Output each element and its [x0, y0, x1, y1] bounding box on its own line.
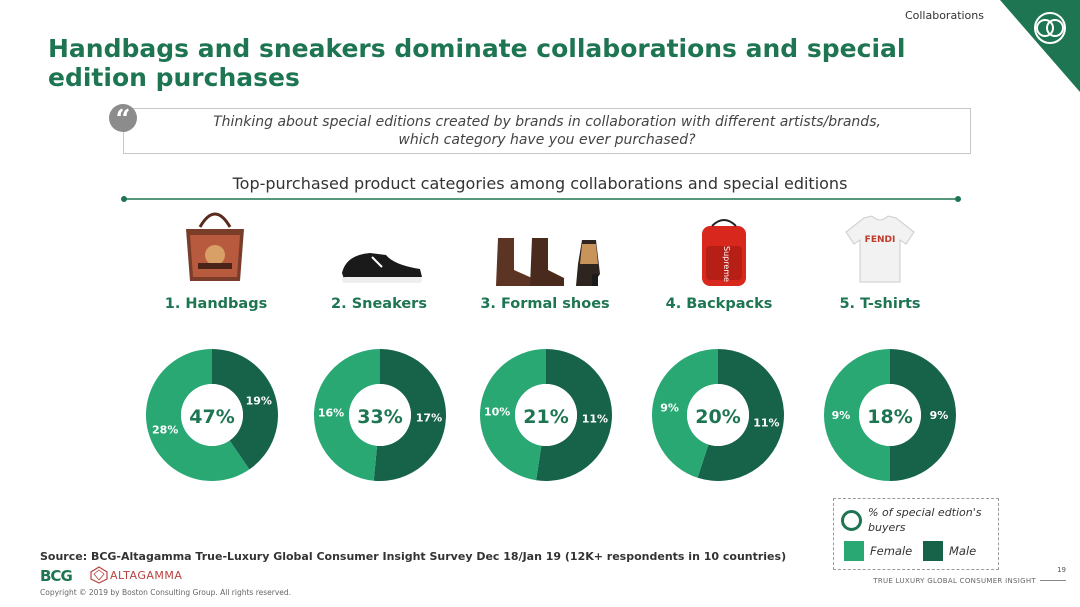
- section-tag: Collaborations: [904, 9, 984, 22]
- legend-title: % of special edtion's buyers: [868, 506, 982, 534]
- t-shirt-icon: FENDI: [845, 215, 915, 283]
- bcg-logo: BCG: [40, 567, 73, 585]
- donut-slice-male-t-shirts: [890, 349, 956, 481]
- source-note: Source: BCG-Altagamma True-Luxury Global…: [40, 550, 787, 563]
- chart-legend: % of special edtion's buyers Female Male: [833, 498, 999, 570]
- quote-icon: “: [109, 104, 137, 135]
- donut-hole-t-shirts: [859, 384, 921, 446]
- legend-ring-icon: [841, 510, 862, 531]
- donut-slice-male-formal-shoes: [536, 349, 612, 481]
- altagamma-logo-icon: [90, 566, 108, 584]
- donut-label-female-handbags: 28%: [152, 424, 178, 437]
- question-line-2: which category have you ever purchased?: [398, 132, 696, 148]
- copyright: Copyright © 2019 by Boston Consulting Gr…: [40, 588, 292, 597]
- legend-swatch-male: [923, 541, 943, 561]
- donut-hole-backpacks: [687, 384, 749, 446]
- donut-label-female-sneakers: 16%: [318, 407, 344, 420]
- question-text: Thinking about special editions created …: [124, 113, 970, 149]
- formal-shoes-icon: [496, 238, 600, 286]
- category-label-formal-shoes: 3. Formal shoes: [480, 296, 610, 312]
- donut-label-male-t-shirts: 9%: [930, 409, 949, 422]
- donut-label-male-backpacks: 11%: [753, 417, 779, 430]
- donut-charts: 47% 19% 28% 33% 17% 16% 21% 11% 10% 20% 11% 9% 18% 9%…: [146, 349, 956, 481]
- donut-total-handbags: 47%: [189, 406, 234, 428]
- donut-label-male-handbags: 19%: [246, 394, 272, 407]
- question-line-1: Thinking about special editions created …: [213, 114, 881, 130]
- question-box: Thinking about special editions created …: [123, 108, 971, 154]
- donut-label-female-backpacks: 9%: [660, 401, 679, 414]
- donut-total-sneakers: 33%: [357, 406, 402, 428]
- category-label-backpacks: 4. Backpacks: [665, 296, 773, 312]
- altagamma-logo: ALTAGAMMA: [110, 569, 183, 582]
- chart-title: Top-purchased product categories among c…: [232, 174, 848, 193]
- category-label-handbags: 1. Handbags: [164, 296, 268, 312]
- donut-total-t-shirts: 18%: [867, 406, 912, 428]
- page-number: 19: [1057, 566, 1066, 574]
- backpack-icon: Supreme: [702, 219, 746, 286]
- category-label-t-shirts: 5. T-shirts: [839, 296, 921, 312]
- tshirt-brand: FENDI: [865, 235, 896, 245]
- donut-total-formal-shoes: 21%: [523, 406, 568, 428]
- title-rule: [121, 196, 961, 202]
- donut-label-male-sneakers: 17%: [416, 411, 442, 424]
- donut-slice-female-sneakers: [314, 349, 380, 481]
- donut-slice-male-handbags: [212, 349, 279, 470]
- report-name: TRUE LUXURY GLOBAL CONSUMER INSIGHT: [873, 577, 1036, 585]
- category-label-sneakers: 2. Sneakers: [331, 296, 427, 312]
- legend-label-female: Female: [870, 544, 913, 558]
- donut-slice-male-backpacks: [697, 349, 784, 481]
- donut-total-backpacks: 20%: [695, 406, 740, 428]
- donut-slice-female-t-shirts: [823, 349, 890, 481]
- footer-rule: [1040, 580, 1066, 581]
- backpack-brand: Supreme: [722, 246, 731, 282]
- handbag-icon: [186, 212, 244, 281]
- donut-label-female-formal-shoes: 10%: [484, 405, 510, 418]
- donut-hole-sneakers: [349, 384, 411, 446]
- donut-slice-female-handbags: [146, 349, 250, 481]
- donut-slice-female-formal-shoes: [479, 349, 546, 481]
- donut-hole-formal-shoes: [515, 384, 577, 446]
- legend-swatch-female: [844, 541, 864, 561]
- donut-slice-male-sneakers: [373, 349, 447, 481]
- donut-label-male-formal-shoes: 11%: [582, 413, 608, 426]
- donut-slice-female-backpacks: [651, 349, 718, 478]
- donut-hole-handbags: [181, 384, 243, 446]
- page-title: Handbags and sneakers dominate collabora…: [48, 34, 906, 92]
- legend-label-male: Male: [949, 544, 977, 558]
- sneaker-icon: [342, 253, 422, 283]
- donut-label-female-t-shirts: 9%: [832, 409, 851, 422]
- brand-logo-icon: [1034, 12, 1066, 44]
